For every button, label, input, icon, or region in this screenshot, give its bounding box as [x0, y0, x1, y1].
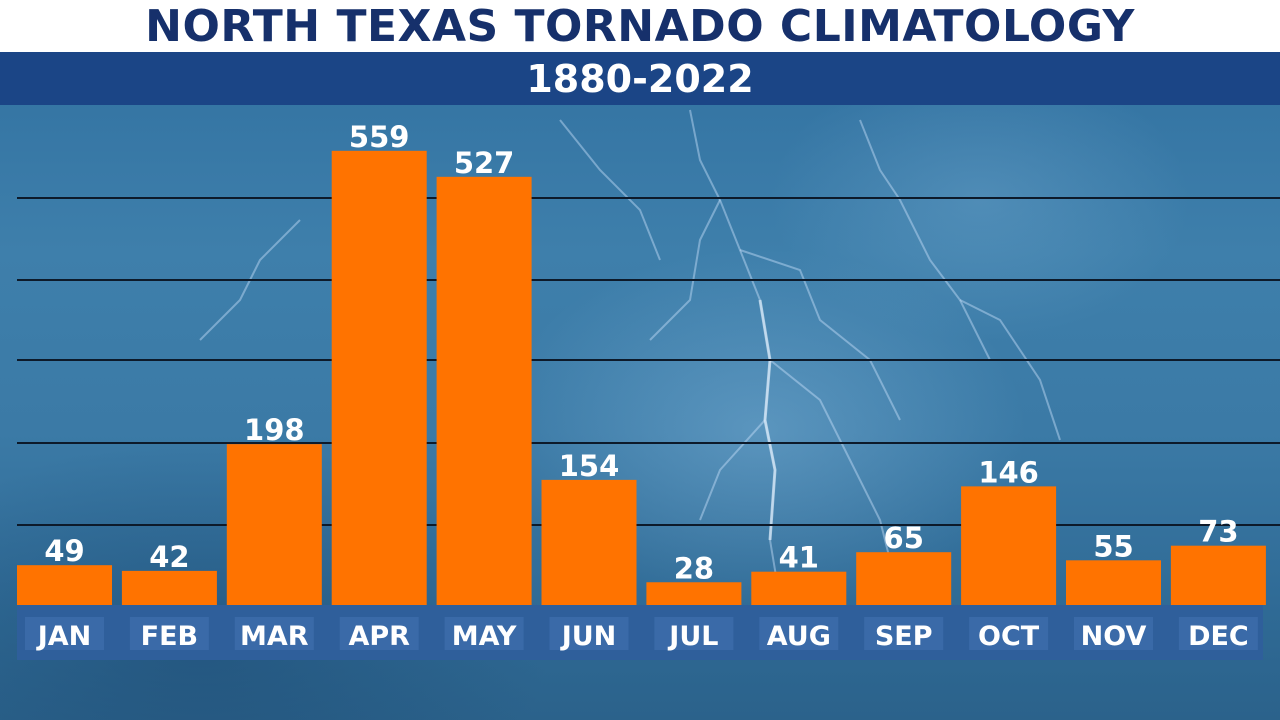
category-box: [969, 617, 1049, 650]
data-label-nov: 55: [1093, 529, 1133, 563]
category-axis-strip: [17, 605, 1263, 660]
category-box: [759, 617, 839, 650]
bar-aug: [751, 571, 847, 605]
tick-label-sep: SEP: [875, 621, 933, 652]
bar-oct: [961, 486, 1057, 605]
data-label-may: 527: [454, 146, 515, 180]
category-box: [339, 617, 419, 650]
tick-label-may: MAY: [452, 621, 517, 652]
data-label-feb: 42: [149, 540, 189, 574]
data-label-jul: 28: [674, 551, 714, 585]
tick-label-aug: AUG: [767, 621, 831, 652]
tick-label-dec: DEC: [1188, 621, 1249, 652]
chart-subtitle: 1880-2022: [526, 56, 754, 101]
bar-sep: [856, 552, 952, 605]
category-box: [654, 617, 734, 650]
tick-label-jan: JAN: [36, 621, 92, 652]
title-bar: NORTH TEXAS TORNADO CLIMATOLOGY: [0, 0, 1280, 52]
tick-label-nov: NOV: [1081, 621, 1147, 652]
tick-label-oct: OCT: [978, 621, 1040, 652]
bar-nov: [1066, 560, 1161, 605]
category-box: [25, 617, 104, 650]
category-box: [129, 617, 209, 650]
data-label-aug: 41: [779, 541, 819, 575]
category-box: [549, 617, 629, 650]
tick-label-apr: APR: [348, 621, 410, 652]
data-label-mar: 198: [244, 413, 305, 447]
data-label-jun: 154: [559, 449, 620, 483]
data-label-sep: 65: [884, 521, 924, 555]
bar-may: [436, 176, 532, 605]
bar-jan: [17, 565, 112, 605]
bar-mar: [226, 444, 322, 605]
tick-label-mar: MAR: [240, 621, 309, 652]
data-label-dec: 73: [1198, 515, 1238, 549]
category-box: [864, 617, 944, 650]
bar-apr: [331, 150, 427, 605]
chart-title: NORTH TEXAS TORNADO CLIMATOLOGY: [145, 0, 1135, 52]
category-box: [1178, 617, 1258, 650]
tick-label-jun: JUN: [560, 621, 617, 652]
data-label-jan: 49: [44, 534, 84, 568]
bar-dec: [1170, 545, 1266, 605]
data-label-apr: 559: [349, 120, 410, 154]
subtitle-bar: 1880-2022: [0, 52, 1280, 105]
tick-label-jul: JUL: [667, 621, 718, 652]
bar-jul: [646, 582, 742, 605]
bar-feb: [121, 570, 217, 605]
tick-label-feb: FEB: [141, 621, 198, 652]
category-box: [234, 617, 314, 650]
category-box: [444, 617, 524, 650]
bar-jun: [541, 479, 637, 605]
data-label-oct: 146: [978, 455, 1039, 489]
category-box: [1074, 617, 1153, 650]
